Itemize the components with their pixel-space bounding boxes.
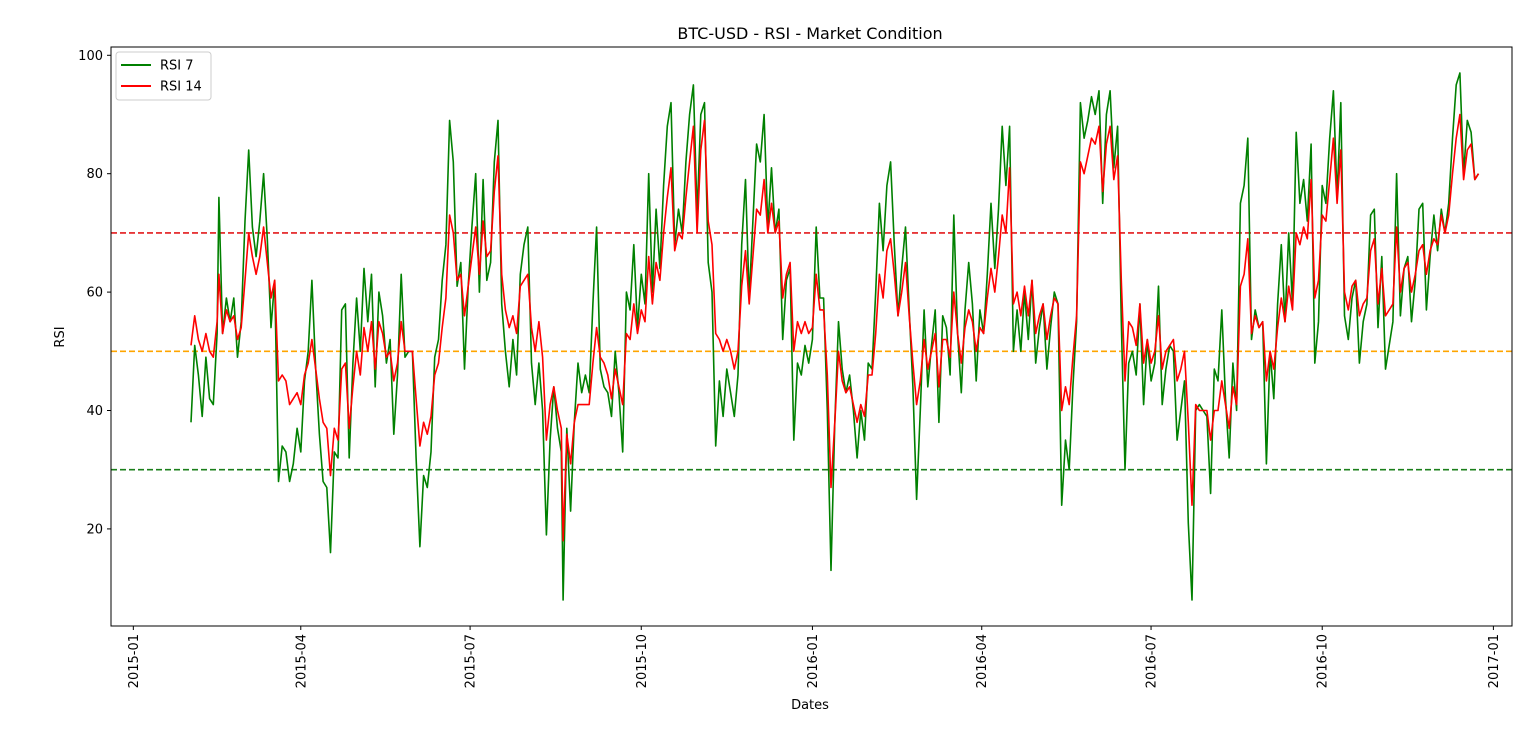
x-tick-label: 2017-01: [1487, 634, 1502, 688]
x-tick-label: 2016-07: [1145, 634, 1160, 688]
y-tick-label: 100: [78, 49, 103, 64]
x-tick-label: 2015-04: [294, 634, 309, 688]
x-tick-label: 2015-01: [127, 634, 142, 688]
plot-background: [111, 47, 1512, 626]
plot-frame: [110, 46, 1513, 627]
x-tick-label: 2015-10: [635, 634, 650, 688]
legend-label-1: RSI 7: [160, 59, 194, 74]
x-tick-label: 2016-10: [1316, 634, 1331, 688]
series-line-2: [190, 113, 1480, 542]
y-tick-label: 60: [86, 286, 103, 301]
chart-title: BTC-USD - RSI - Market Condition: [677, 24, 942, 43]
legend: RSI 7 RSI 14: [115, 51, 212, 101]
y-tick-label: 40: [86, 404, 103, 419]
x-tick-label: 2015-07: [464, 634, 479, 688]
y-tick-label: 80: [86, 167, 103, 182]
y-axis: 20 40 60 80 100: [78, 49, 111, 537]
x-axis: 2015-01 2015-04 2015-07 2015-10 2016-01 2016-…: [127, 626, 1502, 688]
y-axis-label: RSI: [53, 326, 68, 347]
series-layer: [190, 72, 1480, 601]
x-axis-label: Dates: [791, 698, 829, 713]
x-tick-label: 2016-04: [975, 634, 990, 688]
x-tick-label: 2016-01: [806, 634, 821, 688]
plot-area: [111, 47, 1512, 626]
legend-label-2: RSI 14: [160, 80, 202, 95]
y-tick-label: 20: [86, 522, 103, 537]
